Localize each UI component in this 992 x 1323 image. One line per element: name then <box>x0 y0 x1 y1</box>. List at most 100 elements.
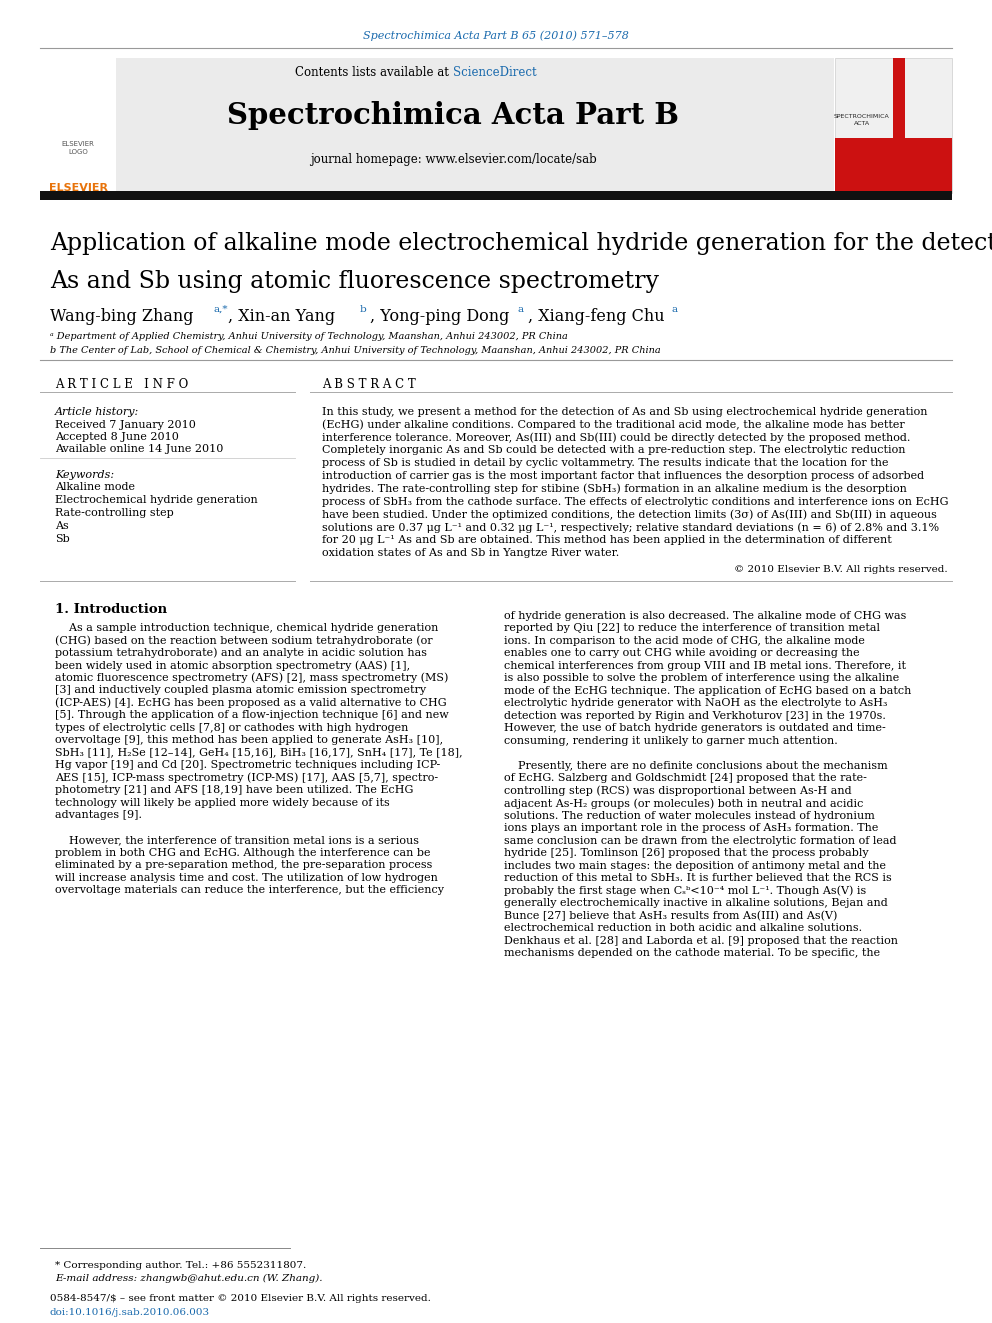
Text: mechanisms depended on the cathode material. To be specific, the: mechanisms depended on the cathode mater… <box>504 949 880 958</box>
Text: interference tolerance. Moreover, As(III) and Sb(III) could be directly detected: interference tolerance. Moreover, As(III… <box>322 433 911 443</box>
Text: Bunce [27] believe that AsH₃ results from As(III) and As(V): Bunce [27] believe that AsH₃ results fro… <box>504 910 837 921</box>
Text: (CHG) based on the reaction between sodium tetrahydroborate (or: (CHG) based on the reaction between sodi… <box>55 635 433 646</box>
Text: Alkaline mode: Alkaline mode <box>55 482 135 492</box>
Text: ions. In comparison to the acid mode of CHG, the alkaline mode: ions. In comparison to the acid mode of … <box>504 635 865 646</box>
Text: potassium tetrahydroborate) and an analyte in acidic solution has: potassium tetrahydroborate) and an analy… <box>55 647 427 658</box>
Text: E-mail address: zhangwb@ahut.edu.cn (W. Zhang).: E-mail address: zhangwb@ahut.edu.cn (W. … <box>55 1274 322 1283</box>
Text: SPECTROCHIMICA
ACTA: SPECTROCHIMICA ACTA <box>834 114 890 126</box>
Text: Spectrochimica Acta Part B 65 (2010) 571–578: Spectrochimica Acta Part B 65 (2010) 571… <box>363 30 629 41</box>
Text: (ICP-AES) [4]. EcHG has been proposed as a valid alternative to CHG: (ICP-AES) [4]. EcHG has been proposed as… <box>55 697 446 708</box>
Text: [3] and inductively coupled plasma atomic emission spectrometry: [3] and inductively coupled plasma atomi… <box>55 685 427 695</box>
Text: atomic fluorescence spectrometry (AFS) [2], mass spectrometry (MS): atomic fluorescence spectrometry (AFS) [… <box>55 672 448 683</box>
Text: Keywords:: Keywords: <box>55 470 114 480</box>
Text: (EcHG) under alkaline conditions. Compared to the traditional acid mode, the alk: (EcHG) under alkaline conditions. Compar… <box>322 419 905 430</box>
Text: overvoltage [9], this method has been applied to generate AsH₃ [10],: overvoltage [9], this method has been ap… <box>55 736 443 745</box>
Text: includes two main stages: the deposition of antimony metal and the: includes two main stages: the deposition… <box>504 860 886 871</box>
Text: A B S T R A C T: A B S T R A C T <box>322 378 416 392</box>
Text: Electrochemical hydride generation: Electrochemical hydride generation <box>55 495 258 505</box>
Text: Presently, there are no definite conclusions about the mechanism: Presently, there are no definite conclus… <box>504 761 888 770</box>
Text: process of Sb is studied in detail by cyclic voltammetry. The results indicate t: process of Sb is studied in detail by cy… <box>322 458 889 468</box>
Bar <box>893 58 905 193</box>
Bar <box>835 58 952 193</box>
Bar <box>835 138 952 193</box>
Text: ELSEVIER
LOGO: ELSEVIER LOGO <box>62 142 94 155</box>
Text: Application of alkaline mode electrochemical hydride generation for the detectio: Application of alkaline mode electrochem… <box>50 232 992 255</box>
Text: , Xiang-feng Chu: , Xiang-feng Chu <box>528 308 665 325</box>
Text: journal homepage: www.elsevier.com/locate/sab: journal homepage: www.elsevier.com/locat… <box>310 153 596 167</box>
Text: chemical interferences from group VIII and IB metal ions. Therefore, it: chemical interferences from group VIII a… <box>504 660 906 671</box>
Text: process of SbH₃ from the cathode surface. The effects of electrolytic conditions: process of SbH₃ from the cathode surface… <box>322 496 948 507</box>
Text: Received 7 January 2010: Received 7 January 2010 <box>55 419 195 430</box>
Text: SbH₃ [11], H₂Se [12–14], GeH₄ [15,16], BiH₃ [16,17], SnH₄ [17], Te [18],: SbH₃ [11], H₂Se [12–14], GeH₄ [15,16], B… <box>55 747 462 758</box>
Text: A R T I C L E   I N F O: A R T I C L E I N F O <box>55 378 188 392</box>
Text: is also possible to solve the problem of interference using the alkaline: is also possible to solve the problem of… <box>504 673 900 683</box>
Text: 1. Introduction: 1. Introduction <box>55 602 167 615</box>
Text: overvoltage materials can reduce the interference, but the efficiency: overvoltage materials can reduce the int… <box>55 885 444 896</box>
Text: enables one to carry out CHG while avoiding or decreasing the: enables one to carry out CHG while avoid… <box>504 648 860 658</box>
Text: of hydride generation is also decreased. The alkaline mode of CHG was: of hydride generation is also decreased.… <box>504 611 907 620</box>
Text: for 20 μg L⁻¹ As and Sb are obtained. This method has been applied in the determ: for 20 μg L⁻¹ As and Sb are obtained. Th… <box>322 534 892 545</box>
Text: adjacent As-H₂ groups (or molecules) both in neutral and acidic: adjacent As-H₂ groups (or molecules) bot… <box>504 798 863 808</box>
Text: However, the use of batch hydride generators is outdated and time-: However, the use of batch hydride genera… <box>504 724 886 733</box>
Text: reduction of this metal to SbH₃. It is further believed that the RCS is: reduction of this metal to SbH₃. It is f… <box>504 873 892 882</box>
Text: ions plays an important role in the process of AsH₃ formation. The: ions plays an important role in the proc… <box>504 823 878 833</box>
Text: Available online 14 June 2010: Available online 14 June 2010 <box>55 445 223 454</box>
Text: 0584-8547/$ – see front matter © 2010 Elsevier B.V. All rights reserved.: 0584-8547/$ – see front matter © 2010 El… <box>50 1294 431 1303</box>
Text: Rate-controlling step: Rate-controlling step <box>55 508 174 519</box>
Text: However, the interference of transition metal ions is a serious: However, the interference of transition … <box>55 835 419 845</box>
Text: b The Center of Lab, School of Chemical & Chemistry, Anhui University of Technol: b The Center of Lab, School of Chemical … <box>50 347 661 355</box>
Text: [5]. Through the application of a flow-injection technique [6] and new: [5]. Through the application of a flow-i… <box>55 710 448 720</box>
Text: , Xin-an Yang: , Xin-an Yang <box>228 308 335 325</box>
Text: controlling step (RCS) was disproportional between As-H and: controlling step (RCS) was disproportion… <box>504 786 851 796</box>
Text: Wang-bing Zhang: Wang-bing Zhang <box>50 308 193 325</box>
Text: As and Sb using atomic fluorescence spectrometry: As and Sb using atomic fluorescence spec… <box>50 270 659 292</box>
Text: solutions. The reduction of water molecules instead of hydronium: solutions. The reduction of water molecu… <box>504 811 875 820</box>
Bar <box>40 191 952 200</box>
Text: electrolytic hydride generator with NaOH as the electrolyte to AsH₃: electrolytic hydride generator with NaOH… <box>504 699 888 708</box>
Text: a: a <box>518 306 524 314</box>
Text: b: b <box>360 306 367 314</box>
Text: a: a <box>672 306 679 314</box>
Text: Accepted 8 June 2010: Accepted 8 June 2010 <box>55 433 179 442</box>
Text: In this study, we present a method for the detection of As and Sb using electroc: In this study, we present a method for t… <box>322 407 928 417</box>
Text: electrochemical reduction in both acidic and alkaline solutions.: electrochemical reduction in both acidic… <box>504 923 862 933</box>
Text: Spectrochimica Acta Part B: Spectrochimica Acta Part B <box>227 101 679 130</box>
Text: same conclusion can be drawn from the electrolytic formation of lead: same conclusion can be drawn from the el… <box>504 836 897 845</box>
Text: © 2010 Elsevier B.V. All rights reserved.: © 2010 Elsevier B.V. All rights reserved… <box>734 565 948 574</box>
Text: solutions are 0.37 μg L⁻¹ and 0.32 μg L⁻¹, respectively; relative standard devia: solutions are 0.37 μg L⁻¹ and 0.32 μg L⁻… <box>322 523 939 533</box>
Text: doi:10.1016/j.sab.2010.06.003: doi:10.1016/j.sab.2010.06.003 <box>50 1308 210 1316</box>
Text: ScienceDirect: ScienceDirect <box>453 66 537 78</box>
Text: problem in both CHG and EcHG. Although the interference can be: problem in both CHG and EcHG. Although t… <box>55 848 431 857</box>
Text: of EcHG. Salzberg and Goldschmidt [24] proposed that the rate-: of EcHG. Salzberg and Goldschmidt [24] p… <box>504 773 867 783</box>
Text: Completely inorganic As and Sb could be detected with a pre-reduction step. The : Completely inorganic As and Sb could be … <box>322 446 906 455</box>
Text: will increase analysis time and cost. The utilization of low hydrogen: will increase analysis time and cost. Th… <box>55 873 437 882</box>
Text: ᵃ Department of Applied Chemistry, Anhui University of Technology, Maanshan, Anh: ᵃ Department of Applied Chemistry, Anhui… <box>50 332 567 341</box>
Text: Article history:: Article history: <box>55 407 139 417</box>
Text: eliminated by a pre-separation method, the pre-separation process: eliminated by a pre-separation method, t… <box>55 860 433 871</box>
Text: technology will likely be applied more widely because of its: technology will likely be applied more w… <box>55 798 390 807</box>
Bar <box>40 58 116 193</box>
Text: advantages [9].: advantages [9]. <box>55 810 142 820</box>
Text: hydrides. The rate-controlling step for stibine (SbH₃) formation in an alkaline : hydrides. The rate-controlling step for … <box>322 484 907 495</box>
Text: have been studied. Under the optimized conditions, the detection limits (3σ) of : have been studied. Under the optimized c… <box>322 509 936 520</box>
Text: , Yong-ping Dong: , Yong-ping Dong <box>370 308 509 325</box>
Text: mode of the EcHG technique. The application of EcHG based on a batch: mode of the EcHG technique. The applicat… <box>504 685 912 696</box>
Text: hydride [25]. Tomlinson [26] proposed that the process probably: hydride [25]. Tomlinson [26] proposed th… <box>504 848 869 859</box>
Text: been widely used in atomic absorption spectrometry (AAS) [1],: been widely used in atomic absorption sp… <box>55 660 410 671</box>
Text: Denkhaus et al. [28] and Laborda et al. [9] proposed that the reaction: Denkhaus et al. [28] and Laborda et al. … <box>504 935 898 946</box>
Text: photometry [21] and AFS [18,19] have been utilized. The EcHG: photometry [21] and AFS [18,19] have bee… <box>55 785 414 795</box>
Text: oxidation states of As and Sb in Yangtze River water.: oxidation states of As and Sb in Yangtze… <box>322 548 619 558</box>
Text: Hg vapor [19] and Cd [20]. Spectrometric techniques including ICP-: Hg vapor [19] and Cd [20]. Spectrometric… <box>55 761 440 770</box>
Text: * Corresponding author. Tel.: +86 5552311807.: * Corresponding author. Tel.: +86 555231… <box>55 1261 307 1270</box>
Text: types of electrolytic cells [7,8] or cathodes with high hydrogen: types of electrolytic cells [7,8] or cat… <box>55 722 409 733</box>
Text: AES [15], ICP-mass spectrometry (ICP-MS) [17], AAS [5,7], spectro-: AES [15], ICP-mass spectrometry (ICP-MS)… <box>55 773 438 783</box>
Text: Sb: Sb <box>55 534 69 544</box>
Text: generally electrochemically inactive in alkaline solutions, Bejan and: generally electrochemically inactive in … <box>504 898 888 908</box>
Text: As a sample introduction technique, chemical hydride generation: As a sample introduction technique, chem… <box>55 623 438 632</box>
Bar <box>76 58 834 193</box>
Text: detection was reported by Rigin and Verkhoturov [23] in the 1970s.: detection was reported by Rigin and Verk… <box>504 710 886 721</box>
Text: a,*: a,* <box>213 306 227 314</box>
Text: ELSEVIER: ELSEVIER <box>49 183 107 193</box>
Text: As: As <box>55 521 68 531</box>
Text: reported by Qiu [22] to reduce the interference of transition metal: reported by Qiu [22] to reduce the inter… <box>504 623 880 634</box>
